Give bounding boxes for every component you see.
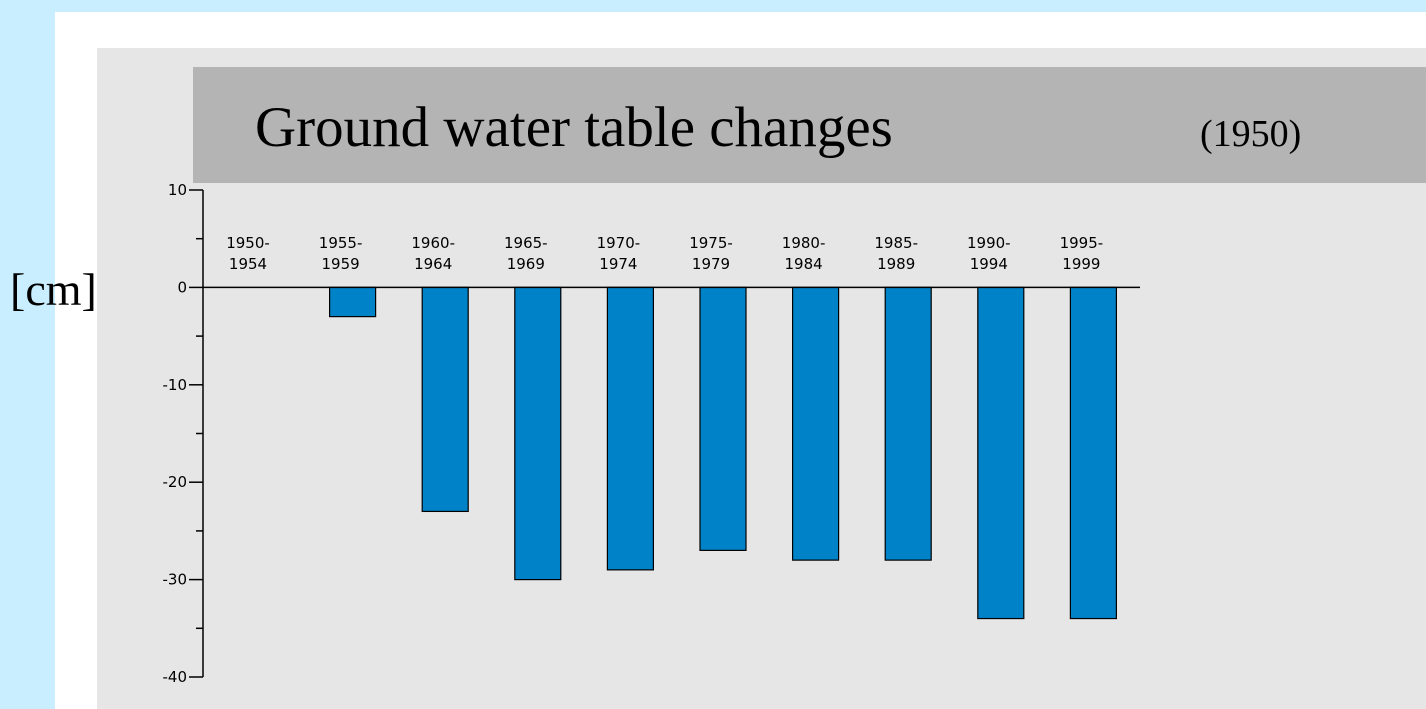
x-tick-label: 1959: [322, 255, 360, 273]
title-box: [193, 67, 1426, 183]
x-tick-label: 1964: [414, 255, 452, 273]
y-axis-label: [cm]: [10, 264, 97, 315]
y-tick-label: -20: [163, 473, 188, 491]
x-tick-label: 1975-: [689, 234, 733, 252]
bar: [329, 286, 377, 318]
x-tick-label: 1954: [229, 255, 267, 273]
x-tick-label: 1980-: [782, 234, 826, 252]
x-tick-label: 1989: [877, 255, 915, 273]
x-tick-label: 1990-: [967, 234, 1011, 252]
x-tick-label: 1984: [785, 255, 823, 273]
bar: [606, 286, 655, 571]
x-tick-label: 1960-: [411, 234, 455, 252]
x-tick-label: 1965-: [504, 234, 548, 252]
y-tick-label: 0: [177, 278, 187, 296]
x-tick-label: 1974: [599, 255, 637, 273]
x-tick-label: 1950-: [226, 234, 270, 252]
bar: [884, 286, 932, 561]
x-tick-label: 1999: [1062, 255, 1100, 273]
y-tick-label: -10: [163, 376, 188, 394]
x-tick-label: 1955-: [319, 234, 363, 252]
x-tick-label: 1985-: [874, 234, 918, 252]
bar: [977, 286, 1025, 620]
chart-title: Ground water table changes: [255, 96, 893, 159]
chart-subtitle: (1950): [1200, 113, 1301, 155]
x-tick-label: 1970-: [597, 234, 641, 252]
y-tick-label: -30: [163, 571, 188, 589]
bar: [791, 286, 840, 561]
y-tick-label: 10: [168, 181, 187, 199]
bar: [699, 286, 747, 551]
x-tick-label: 1995-: [1060, 234, 1104, 252]
x-tick-label: 1969: [507, 255, 545, 273]
y-tick-label: -40: [163, 668, 188, 686]
bar: [1069, 286, 1118, 620]
x-tick-label: 1994: [970, 255, 1008, 273]
bar: [514, 286, 562, 581]
bar: [421, 286, 469, 513]
x-tick-label: 1979: [692, 255, 730, 273]
